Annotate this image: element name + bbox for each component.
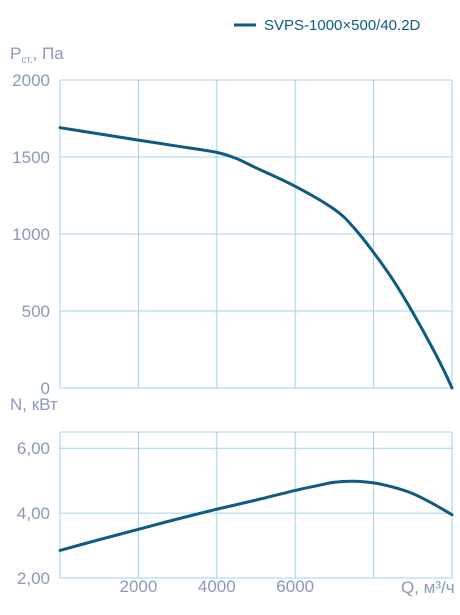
power-y-tick-label: 6,00 — [17, 439, 50, 458]
power-y-tick-label: 4,00 — [17, 504, 50, 523]
legend-label: SVPS-1000×500/40.2D — [264, 17, 421, 34]
power-x-tick-label: 4000 — [198, 577, 236, 596]
legend: SVPS-1000×500/40.2D — [234, 17, 421, 34]
pressure-axis-symbol: P — [10, 44, 21, 63]
pressure-curve — [58, 126, 454, 390]
pressure-axis-unit: , Па — [33, 44, 65, 63]
power-plot: 2,00 4,00 6,00 2000 4000 6000 N, кВт Q, м³/ч — [10, 395, 455, 597]
power-axis-title: N, кВт — [10, 395, 58, 414]
power-y-tick-label: 2,00 — [17, 569, 50, 588]
pressure-y-tick-label: 500 — [22, 302, 50, 321]
power-x-tick-label: 2000 — [119, 577, 157, 596]
pressure-y-tick-labels: 0 500 1000 1500 2000 — [12, 71, 50, 398]
pressure-y-tick-label: 1000 — [12, 225, 50, 244]
power-x-tick-label: 6000 — [276, 577, 314, 596]
pressure-plot: 0 500 1000 1500 2000 Pст., Па — [10, 44, 454, 398]
power-x-tick-labels: 2000 4000 6000 — [119, 577, 314, 596]
pressure-y-tick-label: 1500 — [12, 148, 50, 167]
power-y-tick-labels: 2,00 4,00 6,00 — [17, 439, 50, 588]
pressure-axis-title: Pст., Па — [10, 44, 64, 66]
pressure-axis-subscript: ст. — [21, 55, 32, 66]
pressure-y-tick-label: 0 — [41, 379, 50, 398]
pressure-gridlines — [59, 79, 453, 389]
pressure-y-tick-label: 2000 — [12, 71, 50, 90]
power-curve — [58, 479, 454, 552]
flow-axis-title: Q, м³/ч — [401, 578, 455, 597]
power-gridlines — [59, 431, 453, 579]
